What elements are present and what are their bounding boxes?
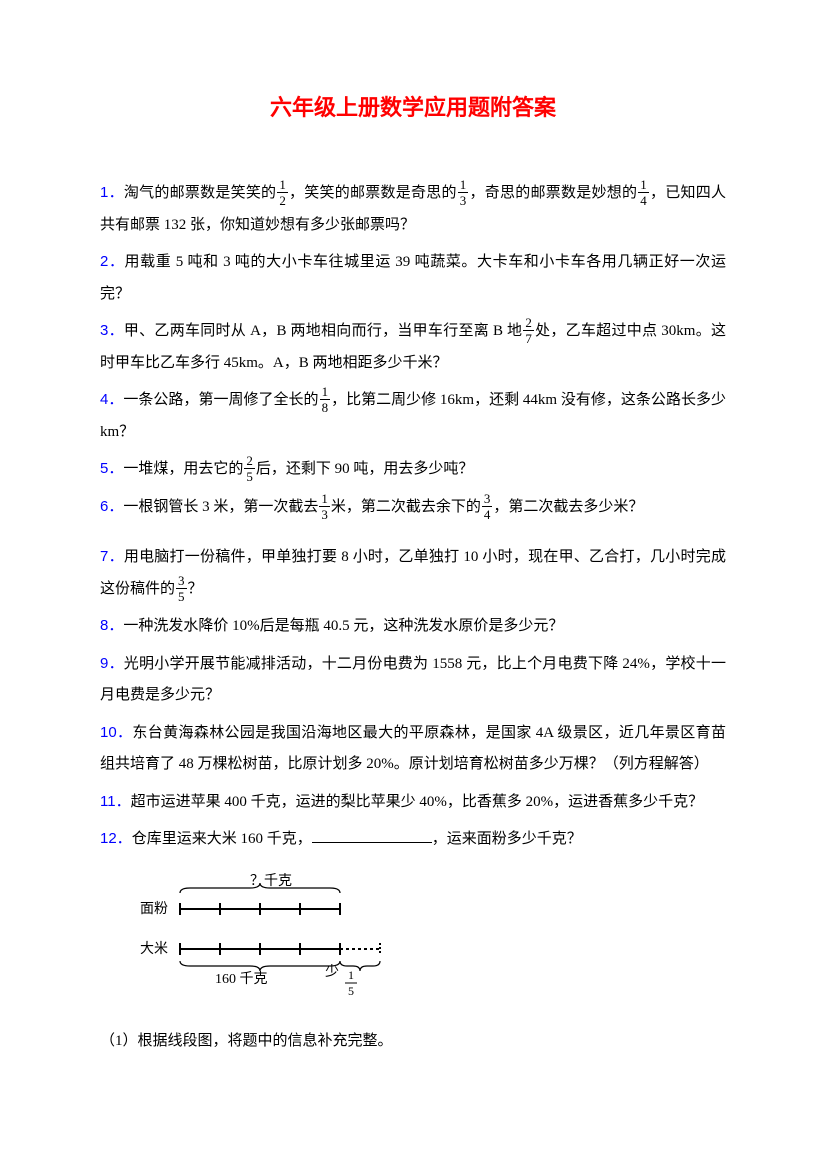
problem-number: 2． (100, 253, 125, 270)
text: ，笑笑的邮票数是奇思的 (289, 185, 457, 201)
problem-6: 6．一根钢管长 3 米，第一次截去13米，第二次截去余下的34，第二次截去多少米… (100, 491, 726, 524)
fraction: 25 (244, 454, 255, 483)
problem-8: 8．一种洗发水降价 10%后是每瓶 40.5 元，这种洗发水原价是多少元？ (100, 610, 726, 643)
fraction: 14 (638, 178, 649, 207)
problem-5: 5．一堆煤，用去它的25后，还剩下 90 吨，用去多少吨？ (100, 453, 726, 486)
fraction: 35 (176, 574, 187, 603)
problem-number: 5． (100, 460, 123, 477)
text: 光明小学开展节能减排活动，十二月份电费为 1558 元，比上个月电费下降 24%… (100, 656, 726, 704)
fraction: 18 (320, 385, 331, 414)
text: 后，还剩下 90 吨，用去多少吨？ (256, 461, 474, 477)
text: 超市运进苹果 400 千克，运进的梨比苹果少 40%，比香蕉多 20%，运进香蕉… (131, 794, 704, 810)
diagram-bottom-label: 160 千克 (215, 971, 268, 987)
text: 一堆煤，用去它的 (123, 461, 243, 477)
problem-number: 11． (100, 793, 131, 810)
problem-7: 7．用电脑打一份稿件，甲单独打要 8 小时，乙单独打 10 小时，现在甲、乙合打… (100, 541, 726, 605)
brace-bottom (180, 961, 340, 971)
fraction: 34 (482, 492, 493, 521)
text: ，奇思的邮票数是妙想的 (469, 185, 637, 201)
problem-2: 2．用载重 5 吨和 3 吨的大小卡车往城里运 39 吨蔬菜。大卡车和小卡车各用… (100, 246, 726, 310)
fill-blank (312, 828, 432, 843)
problem-number: 9． (100, 655, 124, 672)
fraction: 27 (523, 316, 534, 345)
problem-number: 10． (100, 724, 132, 741)
brace-less (340, 961, 380, 971)
problem-number: 7． (100, 548, 124, 565)
page-title: 六年级上册数学应用题附答案 (100, 90, 726, 122)
problem-12: 12．仓库里运来大米 160 千克， ，运来面粉多少千克？ (100, 823, 726, 856)
problem-number: 12． (100, 830, 132, 847)
text: 仓库里运来大米 160 千克， (132, 831, 312, 847)
text: 东台黄海森林公园是我国沿海地区最大的平原森林，是国家 4A 级景区，近几年景区育… (100, 725, 726, 773)
problem-number: 3． (100, 322, 124, 339)
svg-text:5: 5 (348, 984, 354, 998)
problem-1: 1．淘气的邮票数是笑笑的12，笑笑的邮票数是奇思的13，奇思的邮票数是妙想的14… (100, 177, 726, 241)
problem-number: 6． (100, 498, 123, 515)
text: 用载重 5 吨和 3 吨的大小卡车往城里运 39 吨蔬菜。大卡车和小卡车各用几辆… (100, 254, 726, 302)
problem-number: 4． (100, 391, 123, 408)
diagram-flour-label: 面粉 (140, 901, 168, 917)
diagram-top-label: ？千克 (250, 873, 292, 889)
text: 一条公路，第一周修了全长的 (123, 392, 318, 408)
diagram-rice-label: 大米 (140, 941, 168, 957)
problem-10: 10．东台黄海森林公园是我国沿海地区最大的平原森林，是国家 4A 级景区，近几年… (100, 717, 726, 781)
svg-text:1: 1 (348, 968, 354, 982)
text: 淘气的邮票数是笑笑的 (124, 185, 276, 201)
text: ？ (188, 581, 203, 597)
problem-4: 4．一条公路，第一周修了全长的18，比第二周少修 16km，还剩 44km 没有… (100, 384, 726, 448)
text: 一根钢管长 3 米，第一次截去 (123, 499, 318, 515)
fraction: 13 (458, 178, 469, 207)
problem-number: 1． (100, 184, 124, 201)
problem-11: 11．超市运进苹果 400 千克，运进的梨比苹果少 40%，比香蕉多 20%，运… (100, 786, 726, 819)
problem-3: 3．甲、乙两车同时从 A，B 两地相向而行，当甲车行至离 B 地27处，乙车超过… (100, 315, 726, 379)
problem-9: 9．光明小学开展节能减排活动，十二月份电费为 1558 元，比上个月电费下降 2… (100, 648, 726, 712)
text: ，运来面粉多少千克？ (432, 831, 582, 847)
fraction: 13 (319, 492, 330, 521)
problem-number: 8． (100, 617, 123, 634)
line-diagram: ？千克 面粉 大米 160 千克 少 (135, 871, 726, 1011)
text: 一种洗发水降价 10%后是每瓶 40.5 元，这种洗发水原价是多少元？ (123, 618, 563, 634)
text: 米，第二次截去余下的 (331, 499, 481, 515)
text: ，第二次截去多少米？ (493, 499, 643, 515)
text: 甲、乙两车同时从 A，B 两地相向而行，当甲车行至离 B 地 (124, 323, 522, 339)
sub-question-1: （1）根据线段图，将题中的信息补充完整。 (100, 1026, 726, 1058)
fraction: 12 (277, 178, 288, 207)
